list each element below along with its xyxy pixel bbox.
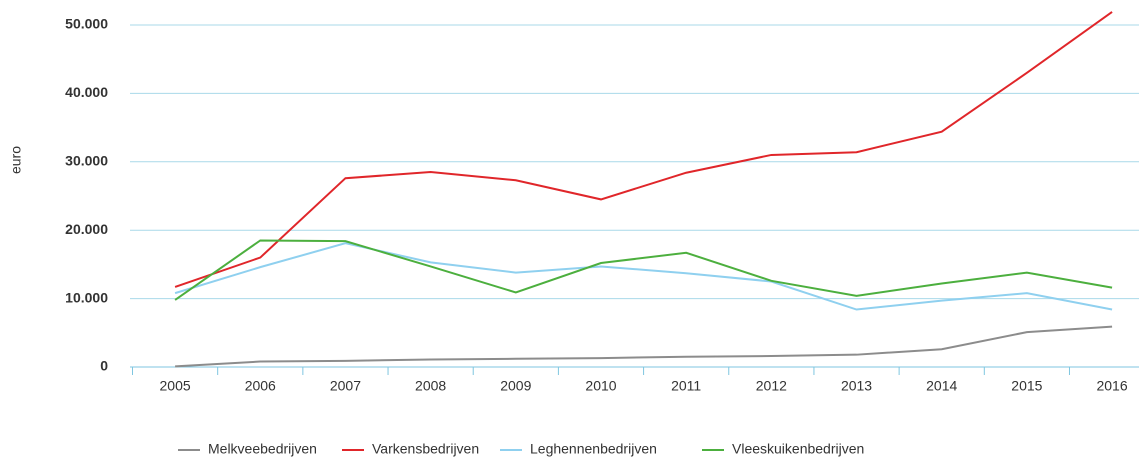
x-tick-label: 2008 — [415, 378, 446, 394]
x-tick-label: 2009 — [500, 378, 531, 394]
series-line — [174, 242, 1113, 311]
x-tick-label: 2015 — [1011, 378, 1042, 394]
x-tick-label: 2016 — [1096, 378, 1127, 394]
series-line — [174, 11, 1113, 288]
legend-label: Leghennenbedrijven — [530, 441, 657, 457]
y-tick-label: 30.000 — [65, 152, 108, 168]
legend-label: Vleeskuikenbedrijven — [732, 441, 864, 457]
y-tick-label: 0 — [100, 358, 108, 374]
y-tick-label: 20.000 — [65, 221, 108, 237]
x-tick-label: 2013 — [841, 378, 872, 394]
x-tick-label: 2010 — [585, 378, 616, 394]
series-line — [175, 325, 1113, 368]
x-tick-label: 2006 — [245, 378, 276, 394]
x-tick-label: 2011 — [671, 378, 701, 394]
x-tick-label: 2012 — [756, 378, 787, 394]
series-line — [174, 239, 1113, 301]
legend-label: Melkveebedrijven — [208, 441, 317, 457]
y-tick-label: 50.000 — [65, 16, 108, 32]
x-tick-label: 2005 — [160, 378, 191, 394]
y-axis-label: euro — [8, 146, 24, 174]
legend-label: Varkensbedrijven — [372, 441, 479, 457]
x-tick-label: 2014 — [926, 378, 957, 394]
x-tick-label: 2007 — [330, 378, 361, 394]
y-tick-label: 10.000 — [65, 289, 108, 305]
y-tick-label: 40.000 — [65, 84, 108, 100]
